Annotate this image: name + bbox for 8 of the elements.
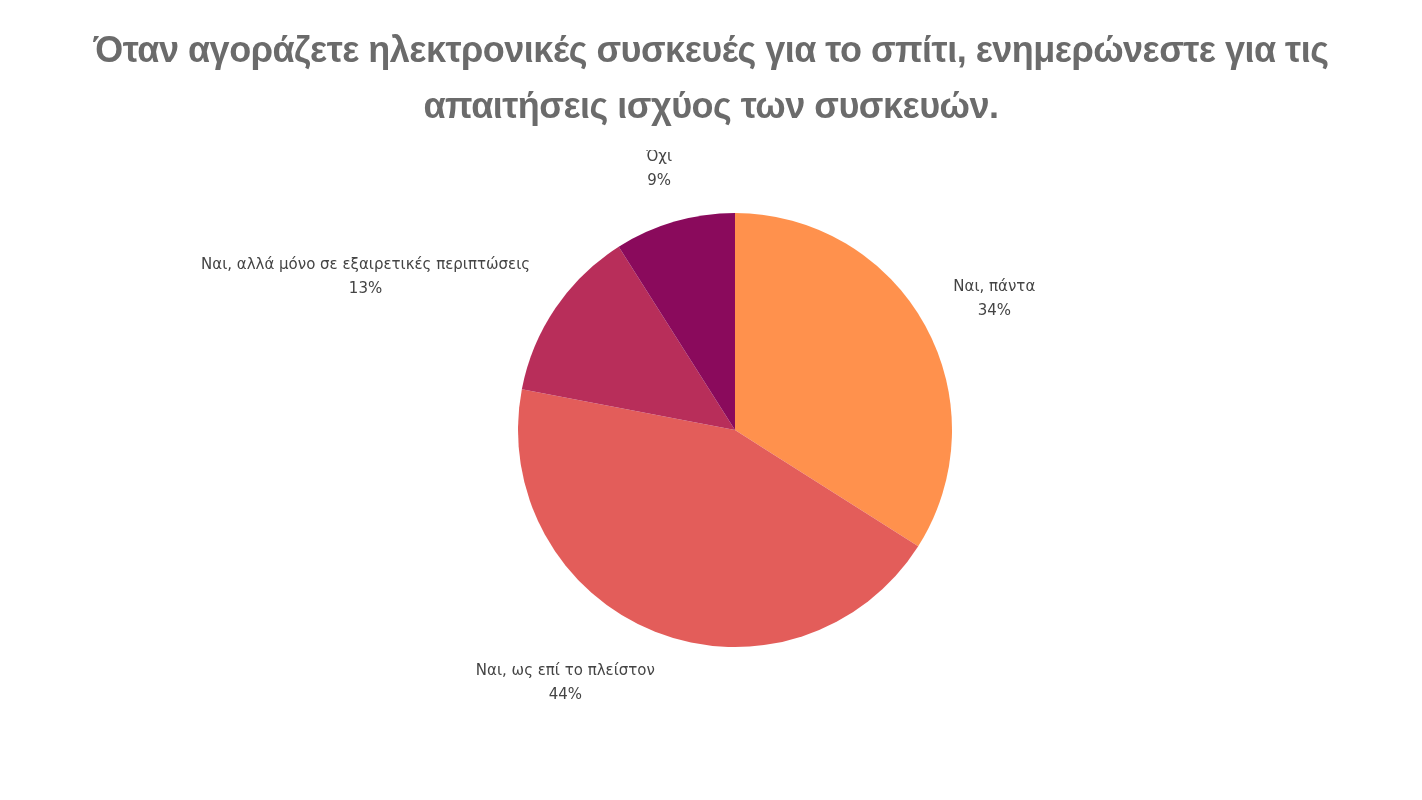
slice-label: Ναι, ως επί το πλείστον bbox=[475, 660, 655, 679]
slice-label: Ναι, πάντα bbox=[953, 276, 1036, 295]
chart-title: Όταν αγοράζετε ηλεκτρονικές συσκευές για το σπίτι, ενημερώνεστε για τις απαιτήσεις ισχύος των συσκευών. bbox=[92, 28, 1330, 128]
data-label: 44% bbox=[548, 684, 583, 703]
slice-label: Ναι, αλλά μόνο σε εξαιρετικές περιπτώσεις bbox=[201, 255, 531, 273]
data-label: 13% bbox=[348, 279, 383, 297]
data-label: 9% bbox=[647, 170, 672, 189]
data-label: 34% bbox=[977, 300, 1011, 319]
